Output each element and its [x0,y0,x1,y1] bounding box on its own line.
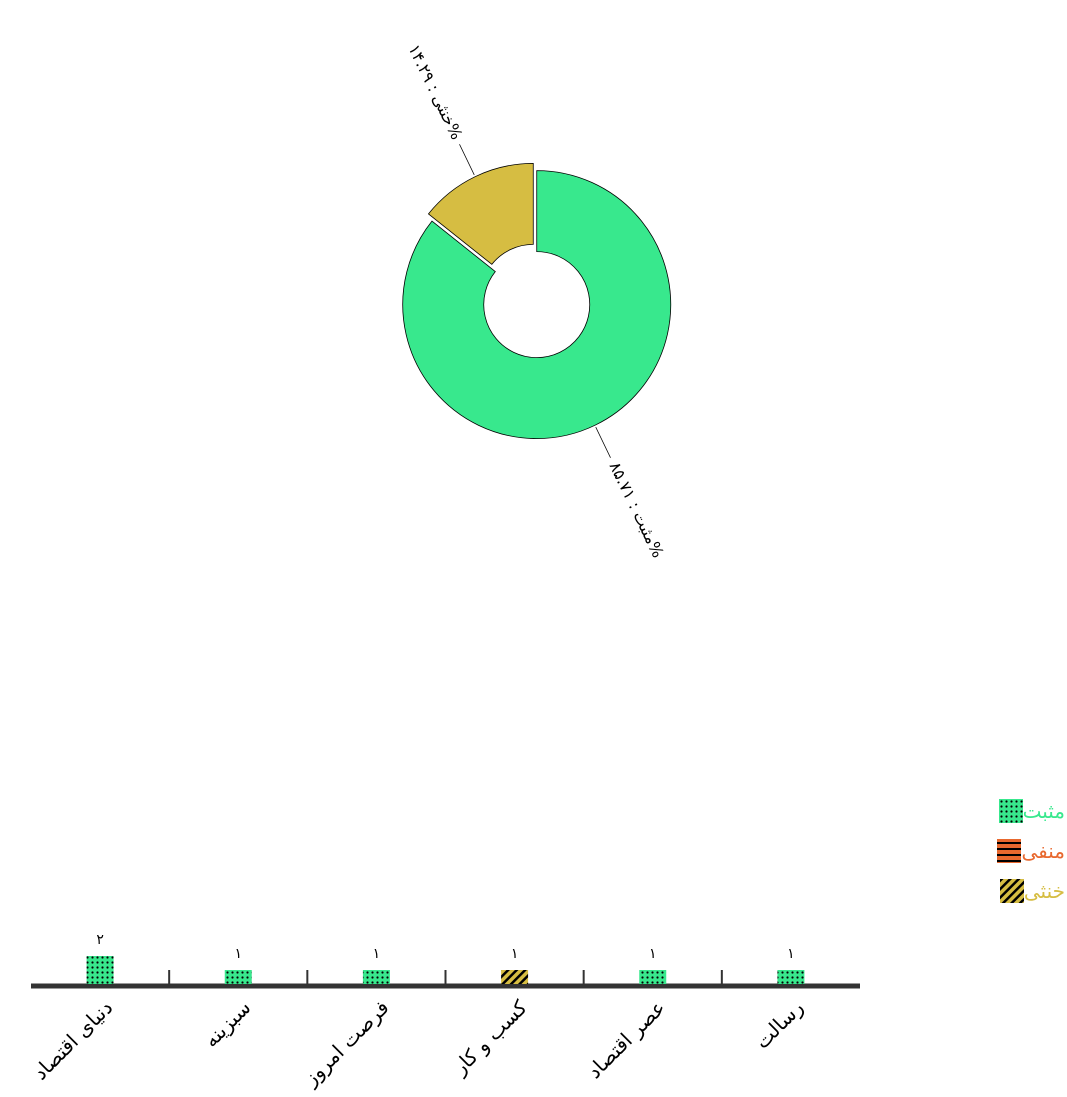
legend-item-neutral[interactable]: خنثی [993,877,1065,905]
x-tick-label-3: کسب و کار [447,995,532,1080]
bar-value-label-4: ۱ [649,946,657,962]
bar-value-label-3: ۱ [511,946,519,962]
bar-4-series-0[interactable] [639,970,667,984]
legend-label-positive: مثبت [1022,799,1065,823]
legend-swatch-positive [998,799,1023,823]
bar-value-label-0: ۲ [96,932,104,948]
chart-legend: مثبت منفی خنثی [993,797,1065,917]
legend-swatch-negative [997,839,1022,863]
bar-2-series-0[interactable] [362,970,390,984]
x-tick-label-2: فرصت امروز [298,995,394,1091]
bar-value-label-2: ۱ [373,946,381,962]
bar-5-series-0[interactable] [777,970,805,984]
bar-1-series-0[interactable] [224,970,252,984]
legend-item-positive[interactable]: مثبت [993,797,1065,825]
bar-3-series-2[interactable] [501,970,529,984]
bar-value-label-1: ۱ [234,946,242,962]
x-tick-label-4: عصر اقتصاد [582,995,670,1083]
legend-item-negative[interactable]: منفی [993,837,1065,865]
legend-label-neutral: خنثی [1023,879,1065,903]
bar-0-series-0[interactable] [86,956,114,984]
x-tick-label-5: رسالت [750,995,808,1053]
x-tick-label-1: سبزینه [199,995,256,1052]
legend-label-negative: منفی [1021,839,1065,863]
donut-leader-0 [595,426,611,458]
donut-leader-1 [459,144,475,176]
legend-swatch-neutral [999,879,1024,903]
donut-chart: مثبت : ۸۵.۷۱%خنثی : ۱۴.۲۹% [402,41,672,561]
donut-slice-0[interactable] [402,170,672,439]
donut-slice-1[interactable] [427,162,534,265]
bar-value-label-5: ۱ [787,946,795,962]
x-tick-label-0: دنیای اقتصاد [28,995,117,1084]
